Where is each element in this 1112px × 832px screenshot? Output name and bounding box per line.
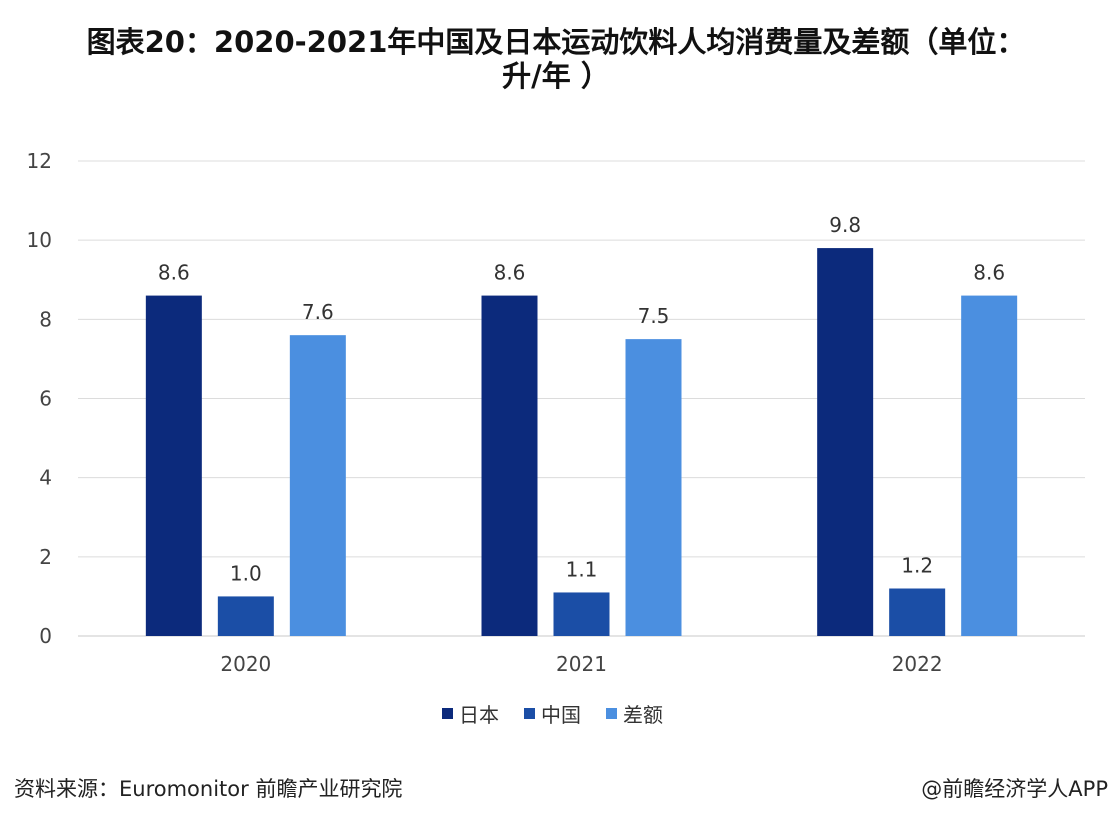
legend-label: 中国	[541, 703, 581, 727]
legend-swatch	[606, 708, 617, 719]
footer-credit: @前瞻经济学人APP	[921, 777, 1108, 801]
y-tick-label: 8	[39, 307, 52, 331]
data-label: 1.2	[901, 554, 933, 578]
data-label: 8.6	[973, 261, 1005, 285]
legend-swatch	[524, 708, 535, 719]
y-tick-label: 0	[39, 624, 52, 648]
legend-label: 日本	[459, 703, 499, 727]
x-tick-label: 2021	[556, 652, 607, 676]
legend: 日本 中国 差额	[442, 703, 663, 727]
legend-swatch	[442, 708, 453, 719]
data-label: 1.1	[566, 557, 598, 581]
data-label: 8.6	[494, 261, 526, 285]
bars: 8.6 1.0 7.6 2020 8.6 1.1 7.5 2021 9.8 1.2 8.6 2022	[145, 213, 1018, 676]
bar	[817, 248, 874, 637]
y-tick-label: 4	[39, 466, 52, 490]
data-label: 7.6	[302, 300, 334, 324]
data-label: 7.5	[638, 304, 670, 328]
chart-title-line2: 升/年 ）	[502, 59, 610, 93]
bar	[289, 335, 346, 636]
footer-source: 资料来源：Euromonitor 前瞻产业研究院	[14, 777, 402, 801]
bar	[889, 588, 946, 636]
y-tick-label: 12	[27, 149, 52, 173]
y-tick-label: 10	[27, 228, 52, 252]
bar	[553, 592, 610, 636]
legend-label: 差额	[623, 703, 663, 727]
y-tick-label: 6	[39, 387, 52, 411]
data-label: 8.6	[158, 261, 190, 285]
bar	[145, 295, 202, 636]
y-tick-label: 2	[39, 545, 52, 569]
grid: 0 2 4 6 8 10 12	[27, 149, 1085, 648]
bar	[217, 596, 274, 636]
bar	[961, 295, 1018, 636]
x-tick-label: 2022	[892, 652, 943, 676]
bar	[481, 295, 538, 636]
bar	[625, 339, 682, 636]
x-tick-label: 2020	[220, 652, 271, 676]
data-label: 9.8	[829, 213, 861, 237]
chart-title-line1: 图表20：2020-2021年中国及日本运动饮料人均消费量及差额（单位：	[87, 25, 1026, 59]
data-label: 1.0	[230, 561, 262, 585]
